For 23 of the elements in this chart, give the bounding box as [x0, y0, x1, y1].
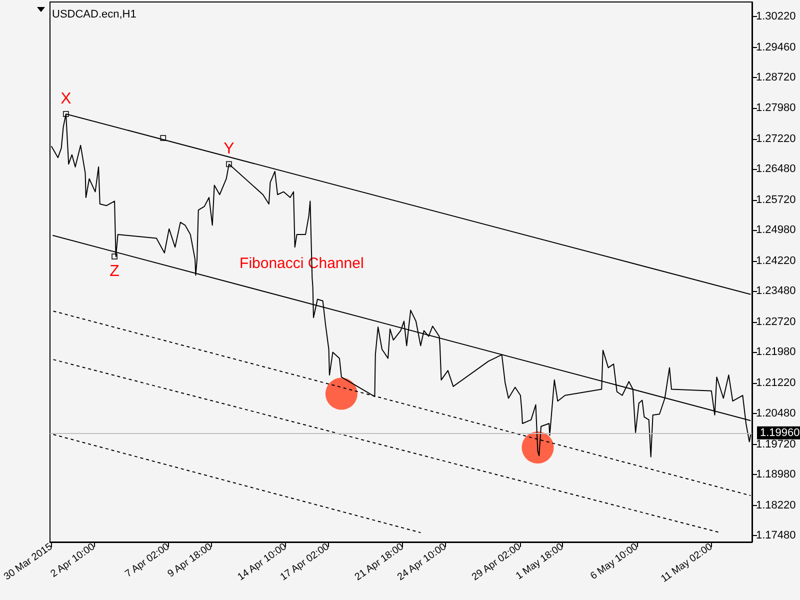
text: USDCAD.ecn,H1 — [52, 8, 136, 20]
y-tick-label: 1.22720 — [756, 316, 796, 328]
annotation: Y — [224, 140, 235, 158]
annotation: X — [60, 90, 72, 108]
y-tick-label: 1.18220 — [756, 499, 796, 512]
y-tick-label: 1.27220 — [756, 132, 796, 145]
y-tick-label: 1.26480 — [756, 162, 796, 175]
y-tick-label: 1.30220 — [756, 10, 796, 23]
y-tick-label: 1.17480 — [756, 529, 796, 542]
ref-line-label: 1.19960 — [760, 426, 800, 439]
y-tick-label: 1.24980 — [756, 224, 796, 236]
y-tick-label: 1.23480 — [756, 285, 796, 298]
y-tick-label: 1.29460 — [756, 42, 796, 54]
y-tick-label: 1.21980 — [756, 346, 796, 358]
y-tick-label: 1.24220 — [756, 255, 796, 268]
y-tick-label: 1.21220 — [756, 377, 796, 390]
y-tick-label: 1.18980 — [756, 468, 796, 480]
y-tick-label: 1.27980 — [756, 102, 796, 114]
annotation: Z — [110, 263, 120, 280]
y-tick-label: 1.28720 — [756, 72, 796, 84]
y-tick-label: 1.25720 — [756, 194, 796, 206]
y-tick-label: 1.20480 — [756, 407, 796, 420]
y-tick-label: 1.19720 — [756, 438, 796, 450]
